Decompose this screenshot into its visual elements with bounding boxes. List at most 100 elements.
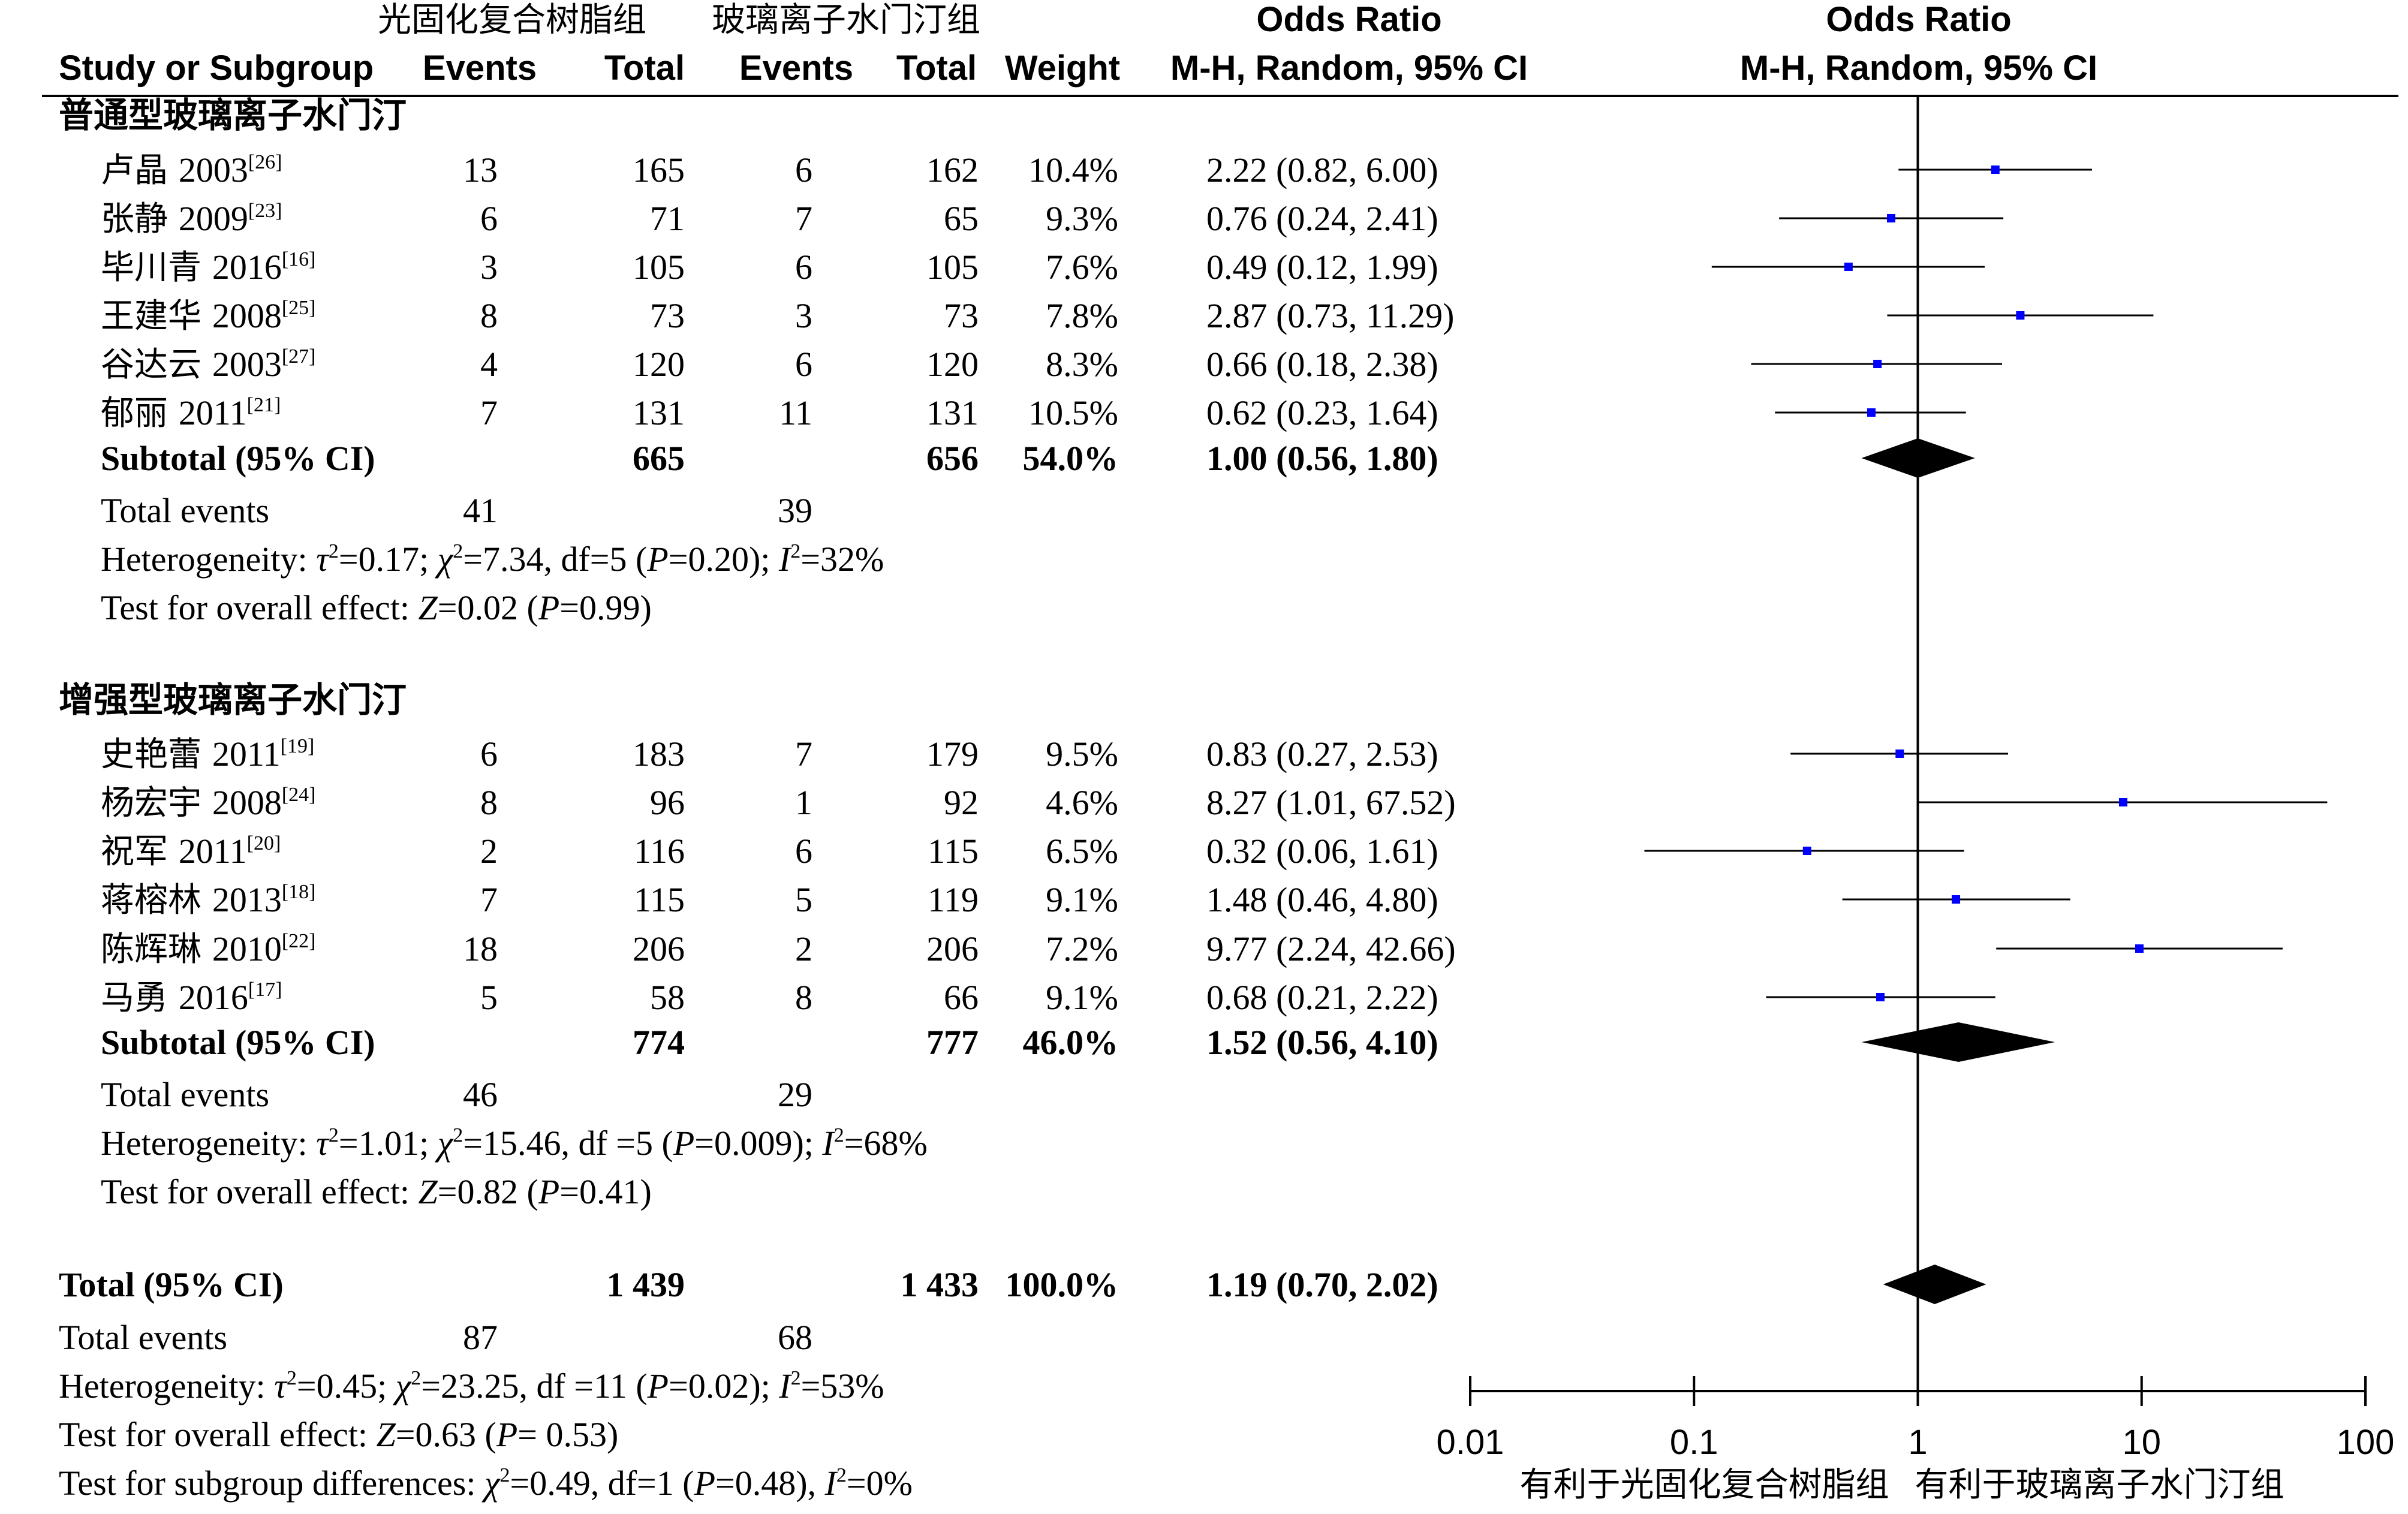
weight-cell: 7.6% <box>1046 248 1118 287</box>
total1-cell: 165 <box>633 151 685 189</box>
total1-cell: 105 <box>633 248 685 287</box>
heterogeneity-text: Heterogeneity: τ2=0.45; χ2=23.25, df =11… <box>59 1366 884 1405</box>
total-events-label: Total events <box>101 491 269 530</box>
weight-cell: 10.5% <box>1028 393 1118 432</box>
total2-cell: 65 <box>944 199 979 238</box>
total-or-ci: 1.19 (0.70, 2.02) <box>1206 1265 1438 1304</box>
total1-cell: 183 <box>633 735 685 773</box>
weight-cell: 9.1% <box>1046 880 1118 919</box>
total-total1: 1 439 <box>607 1265 685 1304</box>
x-axis-tick-label: 0.01 <box>1437 1423 1504 1462</box>
events2-cell: 6 <box>795 151 812 189</box>
plot-method-header: M-H, Random, 95% CI <box>1740 49 2097 88</box>
total2-cell: 119 <box>928 880 979 919</box>
events2-cell: 6 <box>795 345 812 384</box>
subtotal-total2: 656 <box>926 439 979 478</box>
or-ci-cell: 0.62 (0.23, 1.64) <box>1206 393 1438 432</box>
weight-cell: 9.5% <box>1046 735 1118 773</box>
point-estimate-marker <box>1873 360 1882 368</box>
heterogeneity-text: Heterogeneity: τ2=1.01; χ2=15.46, df =5 … <box>101 1124 928 1163</box>
x-axis-tick-label: 0.1 <box>1670 1423 1718 1462</box>
events1-cell: 4 <box>480 345 498 384</box>
or-column-title: Odds Ratio <box>1256 0 1441 39</box>
or-ci-cell: 9.77 (2.24, 42.66) <box>1206 929 1456 968</box>
plot-column-title: Odds Ratio <box>1826 0 2011 39</box>
total1-cell: 116 <box>634 832 685 871</box>
plot-area: 0.01 0.1 1 10 100 有利于光固化复合树脂组 有利于玻璃离子水门汀组 <box>1437 96 2394 1504</box>
events1-cell: 7 <box>480 393 498 432</box>
events1-cell: 2 <box>480 832 498 871</box>
total1-cell: 120 <box>633 345 685 384</box>
total1-cell: 96 <box>650 783 685 822</box>
x-axis-tick-label: 1 <box>1908 1423 1927 1462</box>
subgroup-title: 普通型玻璃离子水门汀 <box>59 95 407 136</box>
weight-cell: 7.8% <box>1046 296 1118 335</box>
weight-cell: 9.3% <box>1046 199 1118 238</box>
subtotal-weight: 46.0% <box>1023 1023 1119 1062</box>
point-estimate-marker <box>2016 311 2025 320</box>
events1-cell: 8 <box>480 783 498 822</box>
total2-cell: 206 <box>926 929 979 968</box>
events2-cell: 1 <box>795 783 812 822</box>
or-ci-cell: 0.49 (0.12, 1.99) <box>1206 248 1438 287</box>
total1-cell: 71 <box>650 199 685 238</box>
point-estimate-marker <box>1844 263 1853 271</box>
point-estimate-marker <box>1876 993 1885 1001</box>
events2-cell: 2 <box>795 929 812 968</box>
total1-column-header: Total <box>604 49 685 88</box>
study-name: 马勇 2016[17] <box>101 978 282 1018</box>
events2-column-header: Events <box>739 49 853 88</box>
events1-cell: 3 <box>480 248 498 287</box>
total1-cell: 206 <box>633 929 685 968</box>
or-ci-cell: 2.22 (0.82, 6.00) <box>1206 151 1438 189</box>
events2-cell: 6 <box>795 248 812 287</box>
events2-cell: 5 <box>795 880 812 919</box>
subtotal-or-ci: 1.00 (0.56, 1.80) <box>1206 439 1438 478</box>
weight-cell: 9.1% <box>1046 978 1118 1017</box>
total-weight: 100.0% <box>1006 1265 1119 1304</box>
total-events2: 68 <box>778 1318 812 1357</box>
events2-cell: 11 <box>779 393 812 432</box>
group2-header: 玻璃离子水门汀组 <box>712 1 980 40</box>
events1-cell: 8 <box>480 296 498 335</box>
events1-cell: 13 <box>463 151 498 189</box>
point-estimate-marker <box>1887 214 1896 222</box>
events1-cell: 6 <box>480 735 498 773</box>
point-estimate-marker <box>1952 895 1961 904</box>
subtotal-label: Subtotal (95% CI) <box>101 1023 375 1062</box>
total-events2: 29 <box>778 1075 812 1114</box>
total2-cell: 120 <box>926 345 979 384</box>
total2-cell: 131 <box>926 393 979 432</box>
total2-cell: 179 <box>926 735 979 773</box>
study-name: 陈辉琳 2010[22] <box>101 929 315 969</box>
point-estimate-marker <box>1895 750 1904 758</box>
study-name: 史艳蕾 2011[19] <box>101 735 314 774</box>
total-events1: 46 <box>463 1075 498 1114</box>
events1-column-header: Events <box>423 49 537 88</box>
point-estimate-marker <box>1991 165 2000 174</box>
study-name: 谷达云 2003[27] <box>101 345 315 384</box>
total-diamond <box>1883 1265 1986 1304</box>
events2-cell: 7 <box>795 199 812 238</box>
or-ci-cell: 0.76 (0.24, 2.41) <box>1206 199 1438 238</box>
study-name: 卢晶 2003[26] <box>101 151 282 190</box>
total-events1: 87 <box>463 1318 498 1357</box>
point-estimate-marker <box>2135 944 2144 953</box>
subtotal-label: Subtotal (95% CI) <box>101 439 375 478</box>
total-events-label: Total events <box>101 1075 269 1114</box>
total1-cell: 131 <box>633 393 685 432</box>
point-estimate-marker <box>1802 847 1811 855</box>
axis-left-label: 有利于光固化复合树脂组 <box>1520 1465 1889 1504</box>
study-name: 郁丽 2011[21] <box>101 393 281 433</box>
weight-column-header: Weight <box>1005 49 1120 88</box>
total2-cell: 105 <box>926 248 979 287</box>
weight-cell: 8.3% <box>1046 345 1118 384</box>
or-ci-cell: 0.83 (0.27, 2.53) <box>1206 735 1438 773</box>
total-events2: 39 <box>778 491 812 530</box>
point-estimate-marker <box>1867 408 1876 417</box>
or-ci-cell: 0.68 (0.21, 2.22) <box>1206 978 1438 1017</box>
total2-cell: 162 <box>926 151 979 189</box>
events1-cell: 18 <box>463 929 498 968</box>
total2-column-header: Total <box>896 49 977 88</box>
or-ci-cell: 2.87 (0.73, 11.29) <box>1206 296 1454 335</box>
